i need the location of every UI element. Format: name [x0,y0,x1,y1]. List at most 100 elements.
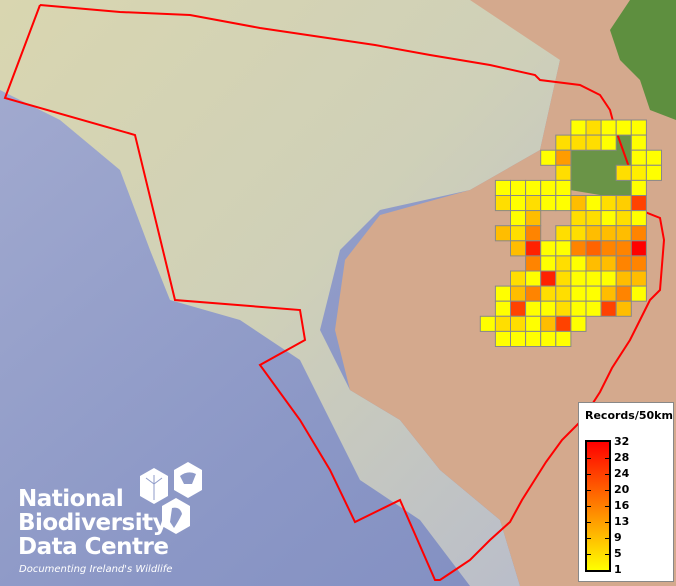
grid-cell [570,119,587,136]
grid-cell [494,330,511,347]
grid-cell [510,315,527,332]
grid-cell [570,270,587,287]
grid-cell [570,240,587,257]
grid-cell [630,149,647,166]
grid-cell [494,225,511,242]
grid-cell [630,240,647,257]
grid-cell [615,164,632,181]
grid-cell [540,149,557,166]
grid-cell [510,210,527,227]
grid-cell [570,195,587,212]
logo-hexagons-icon [140,462,202,534]
legend-label: 5 [614,547,622,560]
grid-cell [615,240,632,257]
grid-cell [510,179,527,196]
grid-cell [510,285,527,302]
grid-cell [570,225,587,242]
grid-cell [555,255,572,272]
grid-cell [600,134,617,151]
legend-label: 1 [614,563,622,576]
grid-cell [600,195,617,212]
grid-cell [494,285,511,302]
grid-cell [600,255,617,272]
logo-line-2: Biodiversity [18,510,168,536]
grid-cell [540,330,557,347]
grid-cell [555,149,572,166]
grid-cell [510,300,527,317]
grid-cell [645,164,663,181]
legend-tick [605,554,609,555]
land-northern-ireland-lough [570,135,640,205]
grid-cell [630,270,647,287]
grid-cell [570,285,587,302]
grid-cell [555,134,572,151]
grid-cell [585,300,602,317]
grid-cell [585,270,602,287]
legend-tick [587,458,591,459]
grid-cell [585,134,602,151]
legend-tick [587,474,591,475]
grid-cell [540,179,557,196]
grid-cell [555,315,572,332]
legend-tick [605,506,609,507]
grid-cell [525,195,542,212]
grid-cell [630,225,647,242]
grid-cell [585,195,602,212]
grid-cell [525,240,542,257]
grid-cell [570,315,587,332]
grid-cell [510,195,527,212]
grid-cell [540,240,557,257]
grid-cell [600,300,617,317]
logo-line-3: Data Centre [18,534,169,560]
grid-cell [630,179,647,196]
legend-tick [587,538,591,539]
grid-cell [555,270,572,287]
legend-label: 20 [614,483,630,496]
grid-cell [555,285,572,302]
legend-title: Records/50km [585,409,673,422]
grid-cell [585,119,602,136]
continental-shelf [0,0,560,586]
legend-label: 32 [614,435,630,448]
legend-label: 28 [614,451,630,464]
grid-cell [570,134,587,151]
grid-cell [555,330,572,347]
grid-cell [525,330,542,347]
grid-cell [615,225,632,242]
legend: Records/50km 32 28 24 20 16 13 9 5 1 [578,402,674,582]
grid-cell [630,255,647,272]
grid-cell [525,300,542,317]
grid-cell [600,240,617,257]
grid-cell [479,315,496,332]
grid-cell [525,225,542,242]
grid-cell [555,240,572,257]
land-scotland [610,0,676,120]
legend-label: 16 [614,499,630,512]
logo-line-1: National [18,486,124,512]
grid-cell [494,300,511,317]
legend-tick [587,554,591,555]
grid-cell [630,164,647,181]
grid-cell [555,195,572,212]
legend-label: 9 [614,531,622,544]
grid-cell [555,164,572,181]
grid-cell [494,195,511,212]
grid-cell [540,315,557,332]
legend-tick [605,522,609,523]
grid-cell [540,255,557,272]
legend-tick [587,490,591,491]
grid-cell [615,119,632,136]
grid-cell [555,225,572,242]
grid-cell [600,285,617,302]
grid-cell [570,255,587,272]
grid-cell [525,210,542,227]
nbdc-logo: National Biodiversity Data Centre Docume… [16,462,226,586]
grid-cell [510,225,527,242]
grid-cell [600,270,617,287]
grid-cell [555,179,572,196]
grid-cell [525,179,542,196]
grid-cell [540,285,557,302]
grid-cell [615,270,632,287]
grid-cell [630,210,647,227]
grid-cell [600,225,617,242]
